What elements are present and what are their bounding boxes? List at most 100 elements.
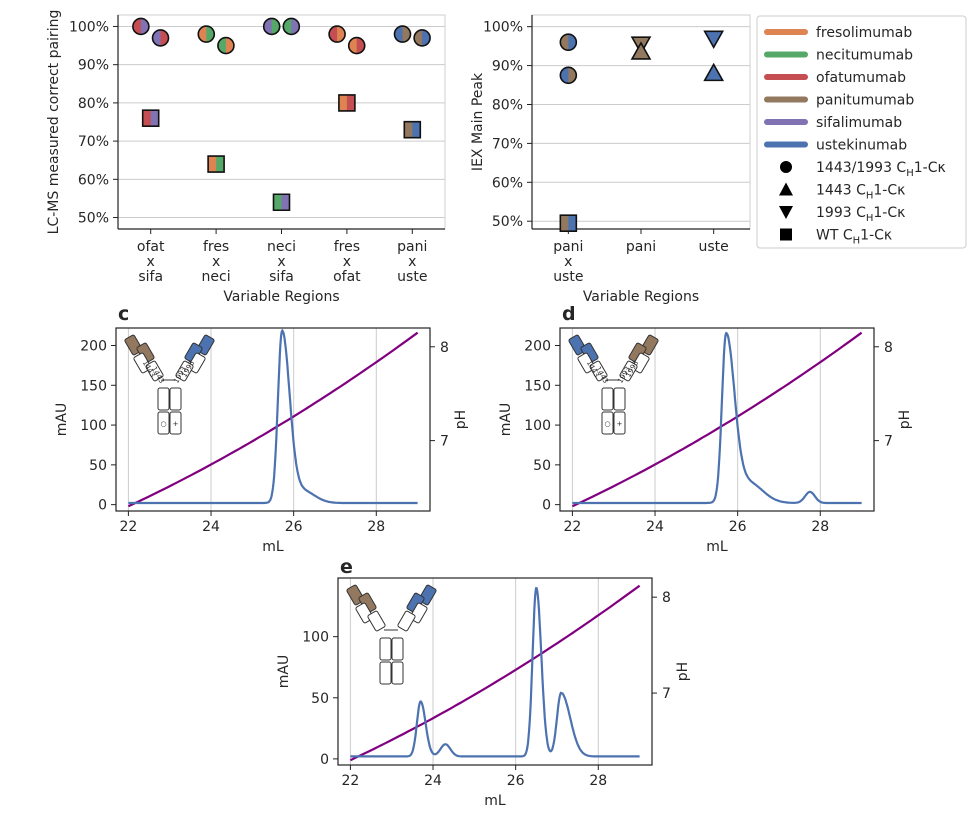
x-tick-label: neci	[267, 239, 296, 255]
y-tick-label: 100%	[483, 20, 523, 36]
x-tick-label: pani	[553, 239, 583, 255]
legend-marker-triangle-down	[779, 206, 793, 219]
cl-domain	[619, 360, 638, 382]
ch2-domain	[601, 387, 614, 411]
cl-domain	[367, 610, 386, 632]
data-point	[151, 29, 170, 47]
data-point	[559, 66, 578, 85]
data-point	[703, 62, 725, 82]
data-point	[630, 41, 652, 60]
ch2-domain	[391, 637, 404, 661]
x-tick-label: 24	[646, 519, 664, 535]
x-tick-label: neci	[202, 269, 231, 285]
y-tick-label: 100	[80, 418, 107, 434]
y2-tick-label: 8	[440, 340, 449, 356]
ch3-domain	[379, 661, 392, 685]
ch2-domain	[169, 387, 182, 411]
y-tick-label: 200	[524, 339, 551, 355]
x-axis-label: mL	[262, 539, 284, 555]
y2-tick-label: 8	[884, 340, 893, 356]
y-tick-label: 50	[533, 458, 551, 474]
x-tick-label: pani	[626, 239, 656, 255]
x-tick-label: 28	[589, 773, 607, 789]
y-tick-label: 0	[320, 752, 329, 768]
data-point	[347, 36, 366, 55]
x-tick-label: 26	[285, 519, 303, 535]
legend-label: 1443 CH1-Cκ	[816, 183, 905, 202]
cl-domain	[145, 360, 164, 382]
y2-tick-label: 7	[440, 434, 449, 450]
panel-label-e: e	[340, 556, 353, 578]
x-tick-label: uste	[699, 239, 729, 255]
ph-line	[127, 331, 419, 508]
y-tick-label: 100	[302, 630, 329, 646]
x-tick-label: ofat	[137, 239, 165, 255]
data-point	[393, 25, 412, 43]
x-tick-label: x	[564, 254, 572, 270]
plot-frame	[559, 327, 875, 512]
ch3-domain	[157, 411, 170, 435]
ch3-domain	[613, 411, 626, 435]
legend-marker-square	[780, 228, 792, 241]
x-tick-label: 28	[367, 519, 385, 535]
y-tick-label: 90%	[78, 58, 109, 74]
x-tick-label: fres	[203, 239, 229, 255]
chromatogram-trace	[350, 587, 640, 758]
y-tick-label: 50%	[492, 214, 523, 230]
ch2-domain	[379, 637, 392, 661]
x-tick-label: 26	[507, 773, 525, 789]
antibody-schematic	[346, 584, 437, 685]
legend-marker-circle	[780, 161, 792, 173]
domain-label: ○	[160, 420, 166, 428]
plot-frame	[337, 577, 653, 766]
y2-tick-label: 8	[662, 590, 671, 606]
legend: fresolimumab necitumumab ofatumumab panitum…	[756, 15, 967, 249]
legend-label: WT CH1-Cκ	[816, 228, 892, 247]
x-tick-label: x	[147, 254, 155, 270]
y-tick-label: 150	[524, 378, 551, 394]
x-axis-label: Variable Regions	[583, 289, 699, 305]
x-tick-label: 26	[729, 519, 747, 535]
y-tick-label: 50	[89, 458, 107, 474]
y-tick-label: 200	[80, 339, 107, 355]
legend-label: necitumumab	[816, 48, 913, 64]
ch3-domain	[601, 411, 614, 435]
legend-label: panitumumab	[816, 93, 914, 109]
x-tick-label: 22	[119, 519, 137, 535]
ph-line	[571, 331, 863, 508]
y-axis-label: mAU	[54, 403, 70, 436]
y-tick-label: 80%	[492, 97, 523, 113]
ch2-domain	[613, 387, 626, 411]
data-point	[703, 30, 725, 49]
x-axis-label: mL	[484, 793, 506, 809]
data-point	[338, 94, 356, 112]
chart-a: 50%60%70%80%90%100%ofatxsifafresxnecinec…	[46, 10, 446, 305]
y-tick-label: 60%	[78, 172, 109, 188]
x-tick-label: uste	[397, 269, 427, 285]
data-point	[403, 120, 422, 139]
chromatogram-trace	[128, 328, 418, 505]
x-tick-label: 24	[424, 773, 442, 789]
data-point	[559, 33, 578, 52]
domain-label: +	[173, 420, 179, 428]
panel-label-d: d	[562, 303, 576, 325]
plot-area	[118, 15, 445, 229]
x-tick-label: x	[212, 254, 220, 270]
data-point	[282, 17, 301, 36]
legend-label: 1443/1993 CH1-Cκ	[816, 160, 946, 179]
legend-box	[756, 15, 967, 249]
y2-axis-label: pH	[897, 410, 913, 429]
x-tick-label: sifa	[138, 269, 163, 285]
y-tick-label: 70%	[492, 136, 523, 152]
x-tick-label: fres	[334, 239, 360, 255]
data-point	[132, 17, 150, 36]
domain-label: ○	[604, 420, 610, 428]
x-tick-label: 22	[341, 773, 359, 789]
chromatogram-trace	[572, 331, 862, 505]
y-tick-label: 70%	[78, 134, 109, 150]
data-point	[217, 36, 235, 55]
x-tick-label: pani	[397, 239, 427, 255]
data-point	[197, 25, 216, 43]
